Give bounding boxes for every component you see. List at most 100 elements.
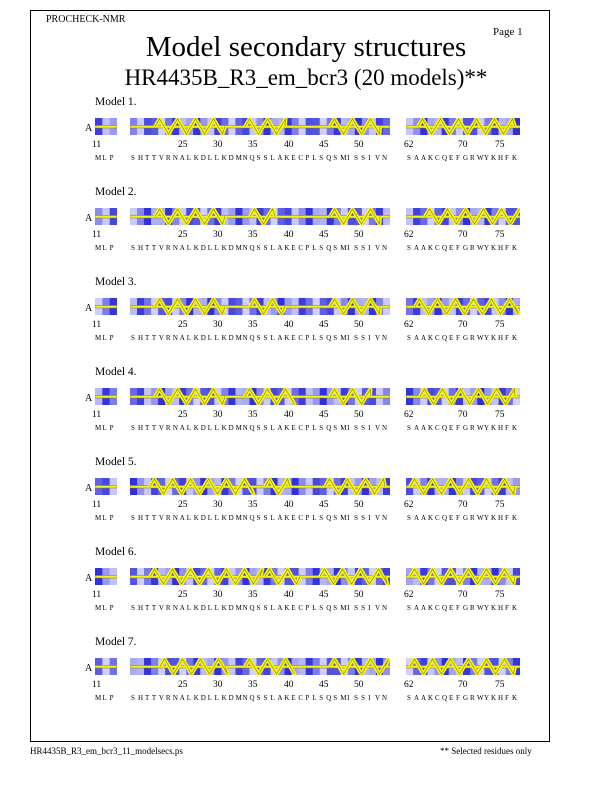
structure-strip [130,568,390,585]
model-block: Model 5. A 11 25 30 35 40 45 50 62 70 75 M L P S H T T V R N A… [0,456,612,546]
chain-label: A [85,483,93,494]
structure-strip [95,118,117,135]
tick-label: 11 [92,230,102,240]
tick-label: 75 [495,140,505,150]
model-block: Model 1. A 11 25 30 35 40 45 50 62 70 75 M L P S H T T V R N A… [0,96,612,186]
tick-label: 30 [213,410,223,420]
structure-strip [406,568,520,585]
structure-strip [130,118,390,135]
tick-label: 70 [458,410,468,420]
structure-strip [95,388,117,405]
tick-label: 25 [178,680,188,690]
structure-strip [406,118,520,135]
tick-label: 50 [354,500,364,510]
tick-label: 62 [404,500,414,510]
structure-strip [95,298,117,315]
tick-label: 30 [213,500,223,510]
chain-label: A [85,303,93,314]
tick-label: 30 [213,680,223,690]
tick-label: 11 [92,680,102,690]
program-name: PROCHECK-NMR [46,14,126,25]
model-label: Model 2. [95,186,137,198]
tick-label: 35 [248,140,258,150]
tick-label: 45 [319,320,329,330]
structure-strip [95,478,117,495]
structure-strip [130,478,390,495]
tick-label: 50 [354,230,364,240]
tick-label: 35 [248,500,258,510]
structure-strip [130,658,390,675]
tick-label: 30 [213,140,223,150]
footer-filename: HR4435B_R3_em_bcr3_11_modelsecs.ps [30,746,183,756]
tick-label: 70 [458,500,468,510]
structure-strip [130,208,390,225]
chain-label: A [85,123,93,134]
model-label: Model 3. [95,276,137,288]
tick-label: 25 [178,500,188,510]
tick-label: 25 [178,590,188,600]
tick-label: 35 [248,230,258,240]
page-subtitle: HR4435B_R3_em_bcr3 (20 models)** [124,65,488,90]
tick-label: 50 [354,680,364,690]
tick-label: 70 [458,680,468,690]
tick-label: 70 [458,590,468,600]
page-number: Page 1 [493,26,523,38]
tick-label: 35 [248,320,258,330]
tick-label: 25 [178,320,188,330]
tick-label: 11 [92,500,102,510]
structure-strip [95,208,117,225]
tick-label: 30 [213,320,223,330]
structure-strip [95,658,117,675]
tick-label: 45 [319,680,329,690]
model-block: Model 7. A 11 25 30 35 40 45 50 62 70 75 M L P S H T T V R N A… [0,636,612,726]
structure-strip [406,208,520,225]
tick-label: 75 [495,590,505,600]
tick-label: 30 [213,590,223,600]
tick-label: 75 [495,410,505,420]
model-label: Model 6. [95,546,137,558]
tick-label: 30 [213,230,223,240]
tick-label: 62 [404,590,414,600]
model-label: Model 1. [95,96,137,108]
model-label: Model 4. [95,366,137,378]
tick-label: 75 [495,500,505,510]
tick-label: 25 [178,230,188,240]
page-title: Model secondary structures [145,31,467,63]
tick-label: 50 [354,410,364,420]
model-block: Model 6. A 11 25 30 35 40 45 50 62 70 75 M L P S H T T V R N A… [0,546,612,636]
tick-label: 75 [495,680,505,690]
model-block: Model 4. A 11 25 30 35 40 45 50 62 70 75 M L P S H T T V R N A… [0,366,612,456]
model-label: Model 5. [95,456,137,468]
tick-label: 50 [354,590,364,600]
tick-label: 62 [404,230,414,240]
tick-label: 62 [404,680,414,690]
structure-strip [130,388,390,405]
page-frame [30,10,550,742]
tick-label: 45 [319,230,329,240]
tick-label: 62 [404,320,414,330]
tick-label: 25 [178,140,188,150]
chain-label: A [85,663,93,674]
tick-label: 50 [354,140,364,150]
tick-label: 75 [495,230,505,240]
model-block: Model 2. A 11 25 30 35 40 45 50 62 70 75 M L P S H T T V R N A… [0,186,612,276]
chain-label: A [85,213,93,224]
tick-label: 40 [284,230,294,240]
tick-label: 11 [92,410,102,420]
tick-label: 75 [495,320,505,330]
tick-label: 25 [178,410,188,420]
structure-strip [406,388,520,405]
tick-label: 40 [284,320,294,330]
tick-label: 11 [92,140,102,150]
tick-label: 11 [92,590,102,600]
tick-label: 35 [248,590,258,600]
chain-label: A [85,393,93,404]
tick-label: 35 [248,680,258,690]
tick-label: 70 [458,320,468,330]
tick-label: 40 [284,410,294,420]
structure-strip [95,568,117,585]
tick-label: 45 [319,140,329,150]
tick-label: 40 [284,500,294,510]
tick-label: 11 [92,320,102,330]
structure-strip [406,298,520,315]
